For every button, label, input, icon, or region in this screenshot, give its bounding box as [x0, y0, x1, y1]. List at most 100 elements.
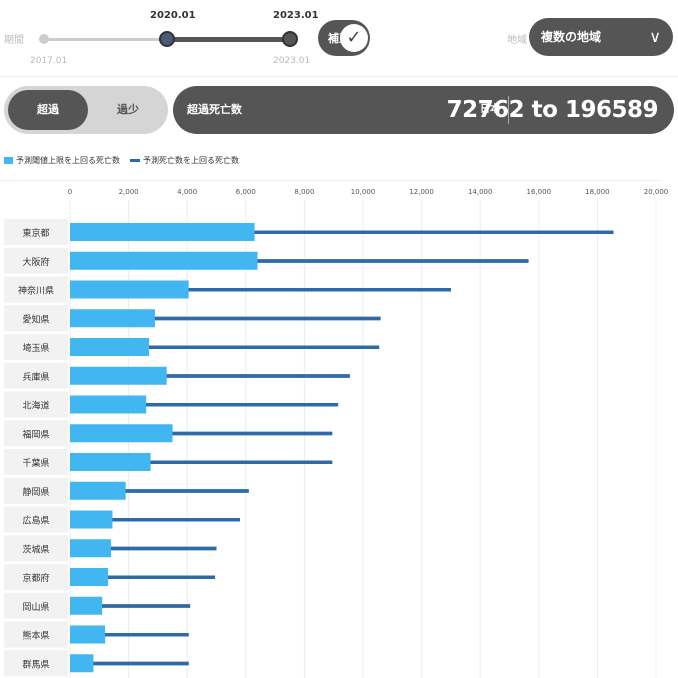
chart-divider [0, 180, 660, 181]
bar-threshold [70, 223, 255, 241]
bar-line-predicted-tail [146, 403, 339, 407]
category-label-bg [4, 247, 68, 274]
category-label-bg [4, 276, 68, 303]
toggle-option-deficit[interactable]: 過少 [117, 103, 139, 116]
toggle-option-excess[interactable]: 超過 [8, 90, 88, 130]
category-label: 熊本県 [22, 630, 49, 642]
category-label: 福岡県 [22, 428, 49, 440]
x-tick-label: 8,000 [294, 188, 314, 196]
divider [0, 76, 678, 77]
bar-line-predicted-tail [125, 489, 249, 493]
category-label: 茨城県 [22, 543, 49, 555]
legend-label-predicted: 予測死亡数を上回る死亡数 [143, 156, 239, 165]
category-label: 千葉県 [22, 457, 49, 469]
bar-threshold [70, 338, 150, 356]
legend-swatch-bar [4, 157, 13, 164]
slider-max-caption: 2023.01 [273, 56, 311, 66]
summary-divider [508, 96, 509, 124]
bar-line-predicted-tail [93, 661, 189, 666]
bar-line-predicted-tail [108, 575, 216, 579]
bar-threshold [70, 309, 155, 328]
bar-line-predicted-tail [257, 259, 529, 263]
bar-threshold [70, 539, 112, 558]
category-label-bg [4, 506, 68, 533]
x-tick-label: 20,000 [644, 188, 669, 196]
category-label-bg [4, 621, 68, 648]
slider-end-value: 2023.01 [273, 10, 319, 21]
category-label-bg [4, 391, 68, 418]
category-label: 埼玉県 [22, 342, 49, 354]
summary-range: 72762 to 196589 [446, 97, 659, 123]
chevron-down-icon: ∨ [649, 27, 661, 46]
category-label: 北海道 [22, 400, 49, 412]
category-label: 群馬県 [22, 658, 49, 670]
x-tick-label: 10,000 [351, 188, 376, 196]
category-label-bg [4, 334, 68, 360]
region-select[interactable]: 複数の地域 ∨ [529, 18, 673, 56]
category-label: 東京都 [22, 227, 49, 239]
bar-threshold [70, 453, 151, 471]
bar-line-predicted-tail [112, 518, 240, 522]
category-label: 岡山県 [22, 602, 49, 613]
bar-line-predicted-tail [149, 345, 380, 349]
bar-threshold [70, 596, 103, 615]
category-label-bg [4, 449, 68, 475]
category-label: 京都府 [22, 572, 49, 584]
period-slider-start-handle[interactable] [159, 31, 175, 47]
category-label-bg [4, 219, 68, 245]
summary-title: 超過死亡数 [187, 103, 242, 116]
bar-threshold [70, 568, 109, 586]
bar-line-predicted-tail [166, 374, 350, 378]
slider-start-value: 2020.01 [150, 10, 196, 21]
bar-line-predicted-tail [154, 316, 381, 321]
bar-threshold [70, 251, 258, 270]
bar-threshold [70, 481, 126, 500]
category-label: 愛知県 [22, 313, 49, 325]
x-tick-label: 12,000 [409, 188, 434, 196]
bar-threshold [70, 366, 167, 385]
category-label: 大阪府 [22, 256, 49, 268]
x-tick-label: 2,000 [119, 188, 139, 196]
category-label: 兵庫県 [22, 371, 49, 383]
category-label-bg [4, 535, 68, 562]
x-tick-label: 14,000 [468, 188, 493, 196]
region-label: 地域 [507, 35, 527, 46]
region-select-value: 複数の地域 [541, 30, 602, 44]
summary-area: 日本 [480, 104, 500, 115]
category-label: 静岡県 [22, 486, 49, 498]
x-tick-label: 16,000 [527, 188, 552, 196]
category-label-bg [4, 305, 68, 332]
category-label-bg [4, 650, 68, 677]
bar-chart: 0 2,000 4,000 6,000 8,000 10,000 12,000 14,000 1… [4, 188, 669, 678]
x-tick-label: 18,000 [585, 188, 610, 196]
legend-swatch-line [130, 159, 140, 162]
bar-line-predicted-tail [150, 460, 333, 464]
bar-line-predicted-tail [111, 546, 217, 551]
bar-threshold [70, 654, 94, 673]
bar-line-predicted-tail [188, 288, 451, 292]
bar-threshold [70, 625, 106, 644]
bar-threshold [70, 424, 173, 443]
slider-min-caption: 2017.01 [30, 56, 68, 66]
legend-label-threshold: 予測閾値上限を上回る死亡数 [16, 156, 120, 165]
period-label: 期間 [4, 35, 24, 46]
legend-item-predicted: 予測死亡数を上回る死亡数 [130, 155, 239, 166]
adjust-toggle-button[interactable]: 補正 ✓ [318, 20, 370, 56]
bar-threshold [70, 280, 189, 299]
category-label-bg [4, 420, 68, 447]
bar-threshold [70, 510, 113, 529]
x-tick-label: 0 [68, 188, 72, 196]
summary-panel: 超過死亡数 日本 72762 to 196589 [173, 86, 674, 134]
bar-threshold [70, 395, 147, 414]
period-slider-end-handle[interactable] [282, 31, 298, 47]
bar-line-predicted-tail [172, 431, 333, 436]
period-slider-min-dot [39, 34, 49, 44]
category-label: 広島県 [22, 515, 49, 527]
category-label: 神奈川県 [18, 285, 54, 297]
bar-line-predicted-tail [254, 230, 614, 234]
category-label-bg [4, 362, 68, 389]
bar-line-predicted-tail [105, 633, 189, 637]
x-tick-label: 6,000 [236, 188, 256, 196]
excess-deficit-toggle[interactable]: 超過 過少 [4, 86, 168, 134]
bar-line-predicted-tail [102, 604, 191, 608]
